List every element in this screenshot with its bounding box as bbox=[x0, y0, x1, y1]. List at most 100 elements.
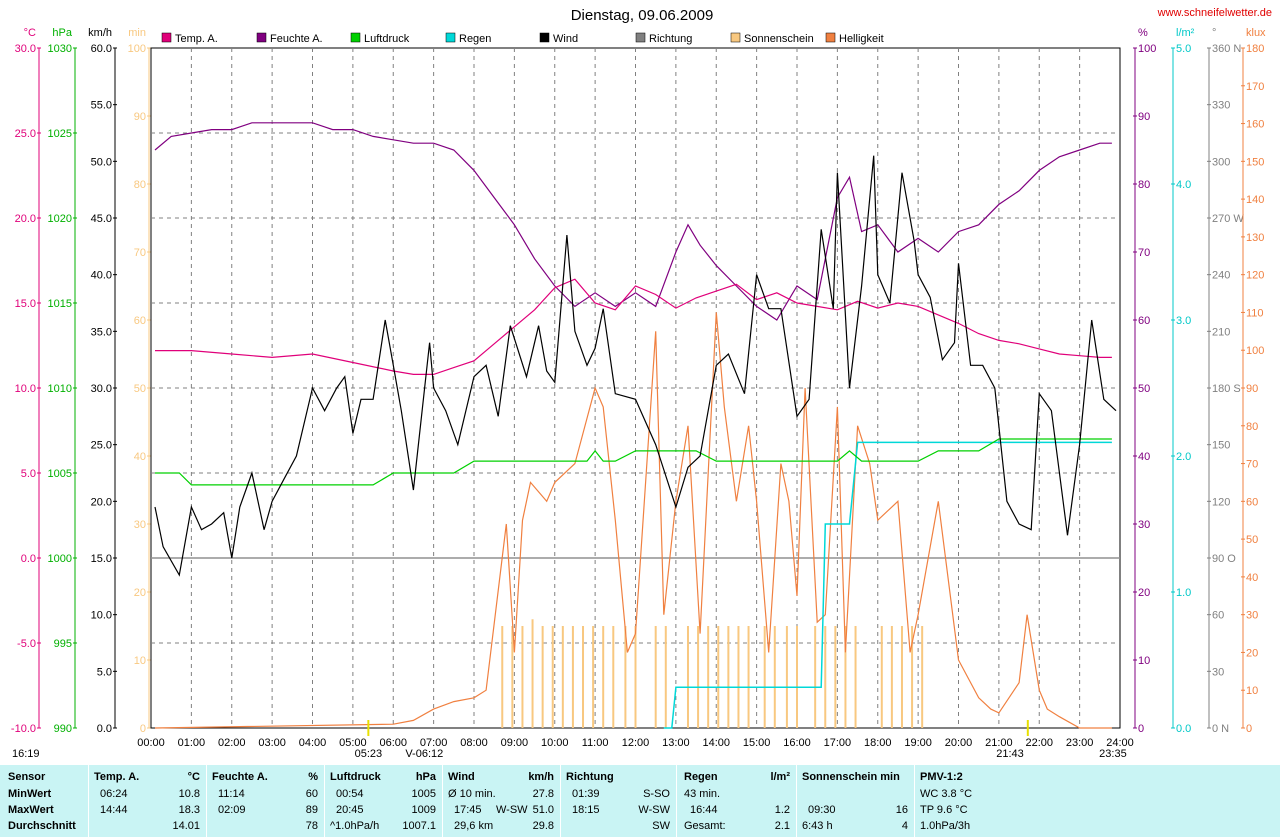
press-header: Luftdruck bbox=[330, 771, 381, 783]
x-tick-label: 04:00 bbox=[299, 737, 327, 749]
wind-max-dir: W-SW bbox=[496, 804, 528, 816]
x-tick-label: 13:00 bbox=[662, 737, 690, 749]
stats-min-label: MinWert bbox=[8, 788, 52, 800]
hum-header: Feuchte A. bbox=[212, 771, 268, 783]
left-axis-unit: °C bbox=[24, 27, 36, 39]
temp-unit: °C bbox=[187, 771, 200, 783]
legend-label: Richtung bbox=[649, 33, 692, 45]
right-axis-label: 180 S bbox=[1212, 383, 1241, 395]
left-axis-label: 0 bbox=[140, 723, 146, 735]
pmv-dewpoint: TP 9.6 °C bbox=[920, 804, 968, 816]
right-axis-label: 210 bbox=[1212, 326, 1230, 338]
legend-swatch bbox=[350, 32, 361, 43]
legend-swatch bbox=[256, 32, 267, 43]
left-axis-label: 15.0 bbox=[91, 553, 112, 565]
left-axis-unit: min bbox=[128, 27, 146, 39]
temp-avg-value: 14.01 bbox=[172, 820, 200, 832]
x-tick-label: 09:00 bbox=[501, 737, 529, 749]
wind-avg-value: 29.8 bbox=[532, 820, 554, 832]
right-axis-label: 10 bbox=[1246, 685, 1258, 697]
right-axis-label: 360 N bbox=[1212, 43, 1241, 55]
left-axis-label: 5.0 bbox=[21, 468, 36, 480]
right-axis-label: 270 W bbox=[1212, 213, 1244, 225]
right-axis-label: 80 bbox=[1138, 179, 1150, 191]
left-axis-label: 1000 bbox=[48, 553, 72, 565]
wind-max-time: 17:45 bbox=[454, 804, 482, 816]
right-axis-label: 100 bbox=[1138, 43, 1156, 55]
weather-chart: Dienstag, 09.06.2009 www.schneifelwetter… bbox=[11, 7, 1272, 760]
x-tick-label: 22:00 bbox=[1025, 737, 1053, 749]
x-tick-label: 18:00 bbox=[864, 737, 892, 749]
right-axis-label: 20 bbox=[1138, 587, 1150, 599]
rain-total-value: 2.1 bbox=[774, 820, 790, 832]
x-tick-label: 23:00 bbox=[1066, 737, 1094, 749]
left-axis-label: 10 bbox=[134, 655, 146, 667]
left-axis-label: 25.0 bbox=[15, 128, 36, 140]
current-time-label: 16:19 bbox=[12, 748, 40, 760]
left-axis-label: 10.0 bbox=[15, 383, 36, 395]
sunrise-label: 05:23 bbox=[355, 748, 383, 760]
legend-label: Helligkeit bbox=[839, 33, 884, 45]
x-tick-label: 05:00 bbox=[339, 737, 367, 749]
right-axis-label: 50 bbox=[1246, 534, 1258, 546]
right-axis-label: 130 bbox=[1246, 232, 1264, 244]
pmv-header: PMV-1:2 bbox=[920, 771, 963, 783]
left-axis-label: 10.0 bbox=[91, 610, 112, 622]
x-tick-label: 00:00 bbox=[137, 737, 165, 749]
wind-max-value: 51.0 bbox=[532, 804, 554, 816]
wind-avg10-label: Ø 10 min. bbox=[448, 788, 496, 800]
wind-unit: km/h bbox=[528, 771, 554, 783]
x-tick-label: 17:00 bbox=[824, 737, 852, 749]
right-axis-label: 70 bbox=[1246, 459, 1258, 471]
right-axis-label: 90 bbox=[1138, 111, 1150, 123]
stats-sensor-header: Sensor bbox=[8, 771, 46, 783]
x-tick-label: 02:00 bbox=[218, 737, 246, 749]
left-axis-label: 40 bbox=[134, 451, 146, 463]
chart-title: Dienstag, 09.06.2009 bbox=[571, 7, 714, 24]
left-axis-label: 90 bbox=[134, 111, 146, 123]
legend-label: Wind bbox=[553, 33, 578, 45]
dir-header: Richtung bbox=[566, 771, 614, 783]
legend-label: Temp. A. bbox=[175, 33, 218, 45]
hum-max-value: 89 bbox=[305, 804, 318, 816]
left-axis-label: 990 bbox=[54, 723, 72, 735]
right-axis-label: 80 bbox=[1246, 421, 1258, 433]
right-axis-label: 110 bbox=[1246, 307, 1264, 319]
x-tick-label: 21:00 bbox=[985, 737, 1013, 749]
right-axis-label: 50 bbox=[1138, 383, 1150, 395]
left-axis-unit: hPa bbox=[52, 27, 72, 39]
right-axis-label: 60 bbox=[1212, 610, 1224, 622]
rain-unit: l/m² bbox=[770, 771, 790, 783]
left-axis-label: 60.0 bbox=[91, 43, 112, 55]
rain-header: Regen bbox=[684, 771, 718, 783]
right-axis-label: 10 bbox=[1138, 655, 1150, 667]
right-axis-label: 160 bbox=[1246, 119, 1264, 131]
right-axis-label: 330 bbox=[1212, 100, 1230, 112]
dir-max-time: 18:15 bbox=[572, 804, 600, 816]
wind-distance: 29,6 km bbox=[454, 820, 494, 832]
x-tick-label: 14:00 bbox=[702, 737, 730, 749]
press-min-value: 1005 bbox=[411, 788, 436, 800]
right-axis-unit: ° bbox=[1212, 27, 1216, 39]
x-tick-label: 10:00 bbox=[541, 737, 569, 749]
press-max-value: 1009 bbox=[411, 804, 436, 816]
right-axis-label: 4.0 bbox=[1176, 179, 1191, 191]
right-axis-label: 170 bbox=[1246, 81, 1264, 93]
dir-avg-value: SW bbox=[652, 820, 670, 832]
sun-total-hours: 6:43 h bbox=[802, 820, 833, 832]
dir-min-time: 01:39 bbox=[572, 788, 600, 800]
legend-swatch bbox=[825, 32, 836, 43]
sun-header: Sonnenschein min bbox=[802, 771, 900, 783]
left-axis-label: 30 bbox=[134, 519, 146, 531]
left-axis-label: 0.0 bbox=[21, 553, 36, 565]
x-tick-label: 15:00 bbox=[743, 737, 771, 749]
left-axis-label: 35.0 bbox=[91, 326, 112, 338]
press-max-time: 20:45 bbox=[336, 804, 364, 816]
series bbox=[154, 122, 1117, 729]
legend-swatch bbox=[635, 32, 646, 43]
legend-swatch bbox=[730, 32, 741, 43]
right-axis-label: 30 bbox=[1138, 519, 1150, 531]
x-tick-label: 11:00 bbox=[582, 737, 609, 749]
series-line-wind bbox=[154, 155, 1117, 577]
left-axis-label: 1015 bbox=[48, 298, 72, 310]
